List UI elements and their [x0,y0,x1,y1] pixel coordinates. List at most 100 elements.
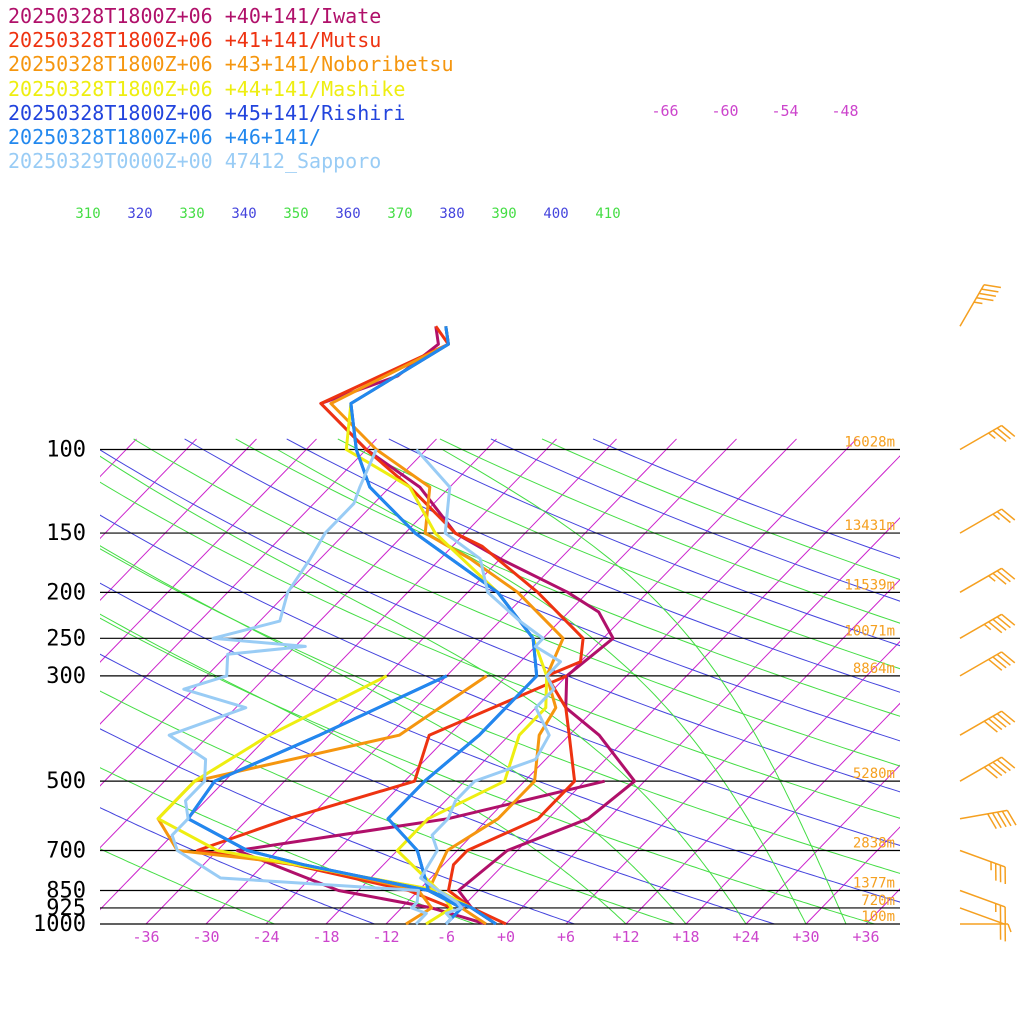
dry-adiabat [100,548,900,874]
temperature-line [319,325,585,925]
isotherm [505,517,900,925]
height-label: 100m [861,909,895,925]
theta-tick: 370 [387,206,412,222]
height-label: 11539m [844,577,895,593]
dewpoint-line [156,674,454,925]
theta-tick: 320 [127,206,152,222]
isotherm [100,438,257,602]
dry-adiabat [133,438,900,767]
chart-legend: 20250328T1800Z+06 +40+141/Iwate 20250328T… [8,4,454,173]
wind-barb [959,849,1007,885]
temperature-tick: -12 [372,928,399,946]
wind-barb [959,283,1002,327]
pressure-label: 500 [46,769,86,794]
theta-tick: 360 [335,206,360,222]
theta-tick: 410 [595,206,620,222]
dry-adiabat [100,514,900,846]
isotherm [145,438,617,925]
isobars [100,448,900,925]
wind-barb [959,907,1007,942]
wind-barb [960,923,1012,933]
isotherm [805,826,900,925]
upper-temperature-tick: -60 [711,102,738,120]
isotherm [100,438,557,911]
upper-temperature-tick: -48 [831,102,858,120]
legend-entry: 20250328T1800Z+06 +41+141/Mutsu [8,28,382,53]
legend-entry: 20250328T1800Z+06 +44+141/Mashike [8,76,406,101]
isotherm [445,455,900,925]
moist-adiabat [100,545,687,925]
pressure-label: 200 [46,580,86,605]
temperature-tick: -24 [252,928,279,946]
temperature-tick: +0 [497,928,515,946]
pressure-label: 925 [46,896,86,921]
chart-traces [156,325,637,925]
wind-barb [959,613,1016,639]
wind-barb [959,508,1016,534]
legend-entry: 20250328T1800Z+06 +40+141/Iwate [8,4,382,28]
wind-barb [959,651,1016,677]
theta-tick: 350 [283,206,308,222]
height-label: 13431m [844,518,895,534]
legend-entry: 20250328T1800Z+06 +46+141/ [8,125,322,150]
isotherm [100,438,437,787]
upper-temperature-tick: -66 [651,102,678,120]
theta-tick: 330 [179,206,204,222]
pressure-label: 700 [46,838,86,863]
dry-adiabat [100,848,275,925]
height-label: 720m [861,893,895,909]
isotherm [685,702,900,925]
pressure-label: 100 [46,438,86,463]
axis-labels: 100 16028m 150 13431m 200 11539m 250 10071m 300 8… [33,102,895,946]
theta-tick: 380 [439,206,464,222]
pressure-label: 300 [46,664,86,689]
isotherm [926,439,1024,924]
temperature-line [319,326,637,925]
temperature-tick: -18 [312,928,339,946]
temperature-tick: -6 [437,928,455,946]
isotherm [100,438,317,663]
theta-tick: 340 [231,206,256,222]
height-label: 2838m [853,835,895,851]
isotherm [100,438,497,849]
theta-tick: 400 [543,206,568,222]
height-label: 10071m [844,623,895,639]
dry-adiabat [235,438,900,717]
dewpoint-line [235,779,605,925]
pressure-label: 150 [46,521,86,546]
dry-adiabat [388,438,900,647]
dewpoint-line [167,448,428,925]
dewpoint-line [156,674,488,925]
legend-entry: 20250328T1800Z+06 +45+141/Rishiri [8,100,406,125]
isotherm [625,640,900,925]
dry-adiabat [100,481,900,819]
temperature-tick: +24 [732,928,759,946]
wind-barb [959,809,1017,829]
temperature-line [415,448,562,925]
temperature-tick: +30 [792,928,819,946]
wind-barb [959,710,1016,736]
wind-barb [959,756,1016,782]
moist-adiabat [100,613,627,925]
temperature-tick: -36 [132,928,159,946]
isotherm [0,439,17,924]
dry-adiabat [490,438,900,602]
temperature-tick: +12 [612,928,639,946]
dry-adiabat [337,438,900,670]
temperature-tick: +36 [852,928,879,946]
temperature-line [349,326,539,925]
theta-tick: 390 [491,206,516,222]
temperature-tick: +6 [557,928,575,946]
wind-barb [959,567,1016,593]
pressure-label: 850 [46,879,86,904]
wind-barb [959,889,1007,925]
legend-entry: 20250328T1800Z+06 +43+141/Noboribetsu [8,52,454,77]
dry-adiabat [439,438,900,624]
pressure-label: 1000 [33,912,86,937]
dry-adiabat [286,438,900,693]
dry-adiabat [541,438,900,581]
dry-adiabat [184,438,900,742]
legend-entry: 20250329T0000Z+00 47412_Sapporo [8,149,382,174]
dewpoint-line [186,674,464,925]
